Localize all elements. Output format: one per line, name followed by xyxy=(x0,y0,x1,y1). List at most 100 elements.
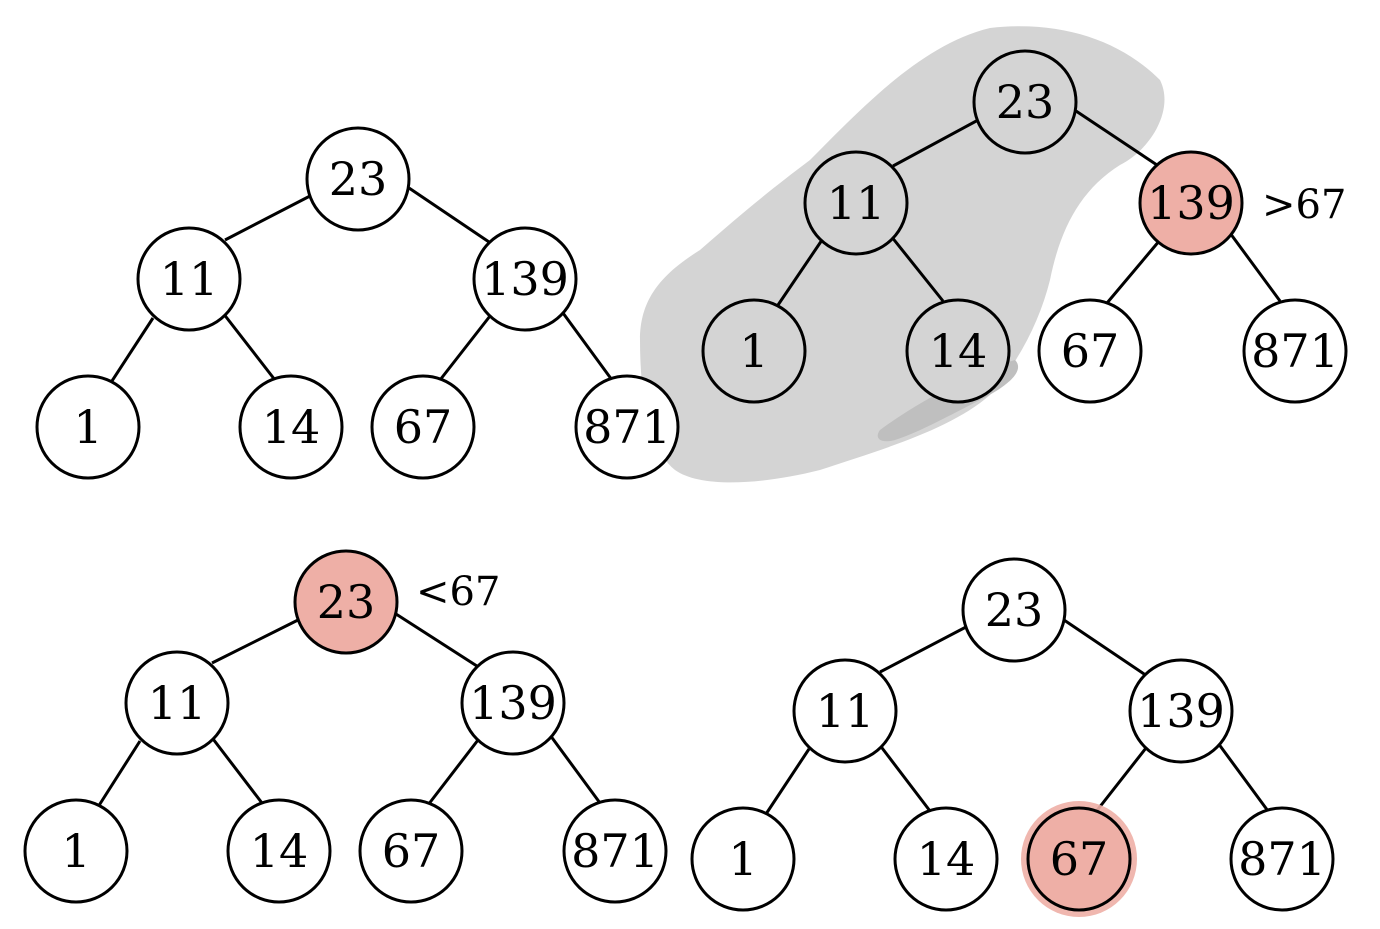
node-label: 871 xyxy=(1238,832,1326,886)
node-label: 23 xyxy=(985,583,1044,637)
tree-node: 139 xyxy=(460,650,566,756)
tree-4-edges xyxy=(764,618,1270,815)
node-circle xyxy=(293,549,399,655)
edge-11-14 xyxy=(889,235,945,302)
edge-139-67 xyxy=(1093,747,1148,814)
tree-node: 14 xyxy=(905,298,1011,404)
tree-node: 1 xyxy=(35,374,141,480)
tree-node: 139 xyxy=(1128,658,1234,764)
tree-node: 14 xyxy=(238,374,344,480)
node-label: 11 xyxy=(148,676,207,730)
node-label: 14 xyxy=(250,824,309,878)
node-label: 23 xyxy=(996,75,1055,129)
node-label: 871 xyxy=(571,824,659,878)
node-label: 14 xyxy=(929,324,988,378)
node-circle xyxy=(1026,806,1132,912)
node-circle xyxy=(238,374,344,480)
node-circle xyxy=(358,798,464,904)
edge-23-11 xyxy=(211,618,299,665)
edge-11-14 xyxy=(221,312,277,381)
node-label: 139 xyxy=(469,676,557,730)
node-circle xyxy=(961,557,1067,663)
tree-node: 11 xyxy=(124,650,230,756)
tree-node: 11 xyxy=(803,150,909,256)
node-label: 871 xyxy=(583,400,671,454)
node-circle xyxy=(803,150,909,256)
tree-node: 67 xyxy=(370,374,476,480)
edge-11-1 xyxy=(108,317,155,385)
edge-23-139 xyxy=(1075,109,1161,169)
edge-11-14 xyxy=(208,734,264,804)
node-circle xyxy=(893,806,999,912)
node-circle xyxy=(972,49,1078,155)
node-label: 67 xyxy=(1050,832,1109,886)
tree-node: 67 xyxy=(358,798,464,904)
tree-node: 871 xyxy=(1242,298,1348,404)
tree-node: 139 xyxy=(472,226,578,332)
edge-139-67 xyxy=(426,739,480,806)
node-circle xyxy=(472,226,578,332)
node-label: 1 xyxy=(728,832,757,886)
tree-node-highlighted: 139 xyxy=(1138,150,1244,256)
node-label: 139 xyxy=(1147,176,1235,230)
tree-3: 23 11 139 1 14 67 871 <67 xyxy=(23,549,668,904)
node-circle xyxy=(1229,806,1335,912)
node-label: 23 xyxy=(329,152,388,206)
tree-node: 23 xyxy=(961,557,1067,663)
tree-node: 871 xyxy=(574,374,680,480)
comparison-note: >67 xyxy=(1262,182,1346,228)
node-circle xyxy=(574,374,680,480)
tree-2: 23 11 139 1 14 67 871 >67 xyxy=(701,49,1348,404)
node-label: 1 xyxy=(73,400,102,454)
node-label: 67 xyxy=(382,824,441,878)
node-label: 14 xyxy=(262,400,321,454)
edge-139-67 xyxy=(438,315,492,381)
edge-11-1 xyxy=(776,239,824,306)
node-circle xyxy=(905,298,1011,404)
edge-139-871 xyxy=(1216,742,1270,812)
node-label: 11 xyxy=(827,176,886,230)
tree-node: 1 xyxy=(701,298,807,404)
node-label: 139 xyxy=(1137,684,1225,738)
tree-node: 23 xyxy=(305,126,411,232)
node-circle xyxy=(690,806,796,912)
edge-139-67 xyxy=(1105,239,1162,304)
edge-11-1 xyxy=(764,748,811,815)
node-circle xyxy=(370,374,476,480)
edge-139-871 xyxy=(1228,232,1282,302)
tree-node: 871 xyxy=(562,798,668,904)
node-circle xyxy=(562,798,668,904)
tree-1: 23 11 139 1 14 67 871 xyxy=(35,126,680,480)
node-label: 67 xyxy=(1061,324,1120,378)
tree-1-edges xyxy=(108,186,614,385)
tree-2-edges xyxy=(776,109,1282,306)
tree-node-highlighted: 23 xyxy=(293,549,399,655)
tree-4: 23 11 139 1 14 67 871 xyxy=(690,557,1335,917)
node-label: 1 xyxy=(739,324,768,378)
edge-23-11 xyxy=(224,194,311,242)
pruned-subtree-shading xyxy=(640,26,1165,483)
edge-11-14 xyxy=(877,743,932,812)
edge-23-139 xyxy=(395,612,481,670)
node-label: 871 xyxy=(1251,324,1339,378)
tree-node: 11 xyxy=(136,226,242,332)
tree-node: 23 xyxy=(972,49,1078,155)
edge-139-871 xyxy=(561,312,614,381)
node-label: 11 xyxy=(160,252,219,306)
tree-node: 67 xyxy=(1037,298,1143,404)
node-label: 1 xyxy=(61,824,90,878)
edge-139-871 xyxy=(548,734,602,804)
tree-node-highlighted: 67 xyxy=(1021,801,1137,917)
edge-23-139 xyxy=(408,186,493,246)
node-label: 67 xyxy=(394,400,453,454)
edge-23-11 xyxy=(892,117,981,168)
comparison-note: <67 xyxy=(416,569,500,615)
node-circle xyxy=(1138,150,1244,256)
node-circle xyxy=(460,650,566,756)
node-circle xyxy=(35,374,141,480)
node-circle xyxy=(136,226,242,332)
node-circle xyxy=(1037,298,1143,404)
tree-node: 1 xyxy=(690,806,796,912)
node-label: 11 xyxy=(816,684,875,738)
